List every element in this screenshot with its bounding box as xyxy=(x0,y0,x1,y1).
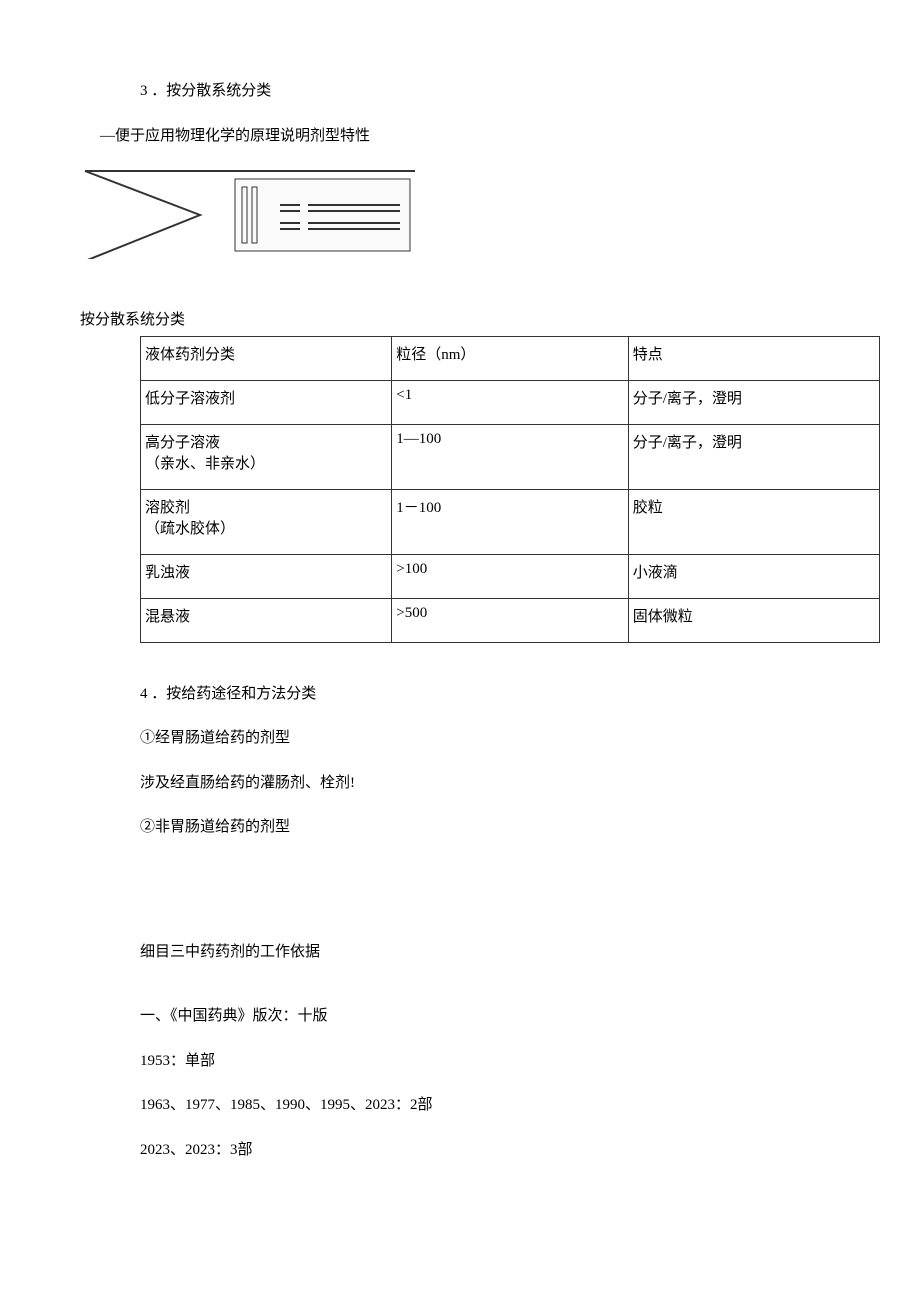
table-row: 高分子溶液（亲水、非亲水）1—100分子/离子，澄明 xyxy=(141,424,880,489)
table-header-cell: 液体药剂分类 xyxy=(141,336,392,380)
table-row: 混悬液>500固体微粒 xyxy=(141,598,880,642)
table-row: 溶胶剂（疏水胶体）1－100胶粒 xyxy=(141,489,880,554)
ximu3-line-2: 1953：单部 xyxy=(80,1050,840,1073)
table-body: 液体药剂分类粒径（nm）特点低分子溶液剂<1分子/离子，澄明高分子溶液（亲水、非… xyxy=(141,336,880,642)
section4-item-3: ②非胃肠道给药的剂型 xyxy=(80,816,840,839)
section3-heading: 3 ．按分散系统分类 xyxy=(80,80,840,103)
table-cell: 乳浊液 xyxy=(141,554,392,598)
diagram-panel xyxy=(235,179,410,251)
table-cell: 分子/离子，澄明 xyxy=(628,424,879,489)
ximu3-line-1: 一、《中国药典》版次：十版 xyxy=(80,1005,840,1028)
table-cell: 固体微粒 xyxy=(628,598,879,642)
ximu3-line-4: 2023、2023：3部 xyxy=(80,1139,840,1162)
dispersion-diagram xyxy=(80,169,840,259)
table-cell: 溶胶剂（疏水胶体） xyxy=(141,489,392,554)
table-cell: 分子/离子，澄明 xyxy=(628,380,879,424)
table-cell: >500 xyxy=(392,598,628,642)
table-title: 按分散系统分类 xyxy=(80,309,840,332)
table-cell: 低分子溶液剂 xyxy=(141,380,392,424)
table-cell: 混悬液 xyxy=(141,598,392,642)
table-header-cell: 特点 xyxy=(628,336,879,380)
section3-caption: —便于应用物理化学的原理说明剂型特性 xyxy=(80,125,840,148)
table-cell: >100 xyxy=(392,554,628,598)
table-cell: 1—100 xyxy=(392,424,628,489)
section4-item-2: 涉及经直肠给药的灌肠剂、栓剂! xyxy=(80,772,840,795)
section4-heading: 4 ．按给药途径和方法分类 xyxy=(80,683,840,706)
ximu3-line-3: 1963、1977、1985、1990、1995、2023：2部 xyxy=(80,1094,840,1117)
table-header-row: 液体药剂分类粒径（nm）特点 xyxy=(141,336,880,380)
table-cell: 1－100 xyxy=(392,489,628,554)
table-cell: 高分子溶液（亲水、非亲水） xyxy=(141,424,392,489)
ximu3-heading: 细目三中药药剂的工作依据 xyxy=(80,941,840,964)
section4-item-1: ①经胃肠道给药的剂型 xyxy=(80,727,840,750)
table-cell: <1 xyxy=(392,380,628,424)
table-cell: 胶粒 xyxy=(628,489,879,554)
chevron-shape xyxy=(85,171,200,259)
dispersion-table: 液体药剂分类粒径（nm）特点低分子溶液剂<1分子/离子，澄明高分子溶液（亲水、非… xyxy=(140,336,880,643)
table-header-cell: 粒径（nm） xyxy=(392,336,628,380)
table-row: 乳浊液>100小液滴 xyxy=(141,554,880,598)
table-row: 低分子溶液剂<1分子/离子，澄明 xyxy=(141,380,880,424)
table-cell: 小液滴 xyxy=(628,554,879,598)
